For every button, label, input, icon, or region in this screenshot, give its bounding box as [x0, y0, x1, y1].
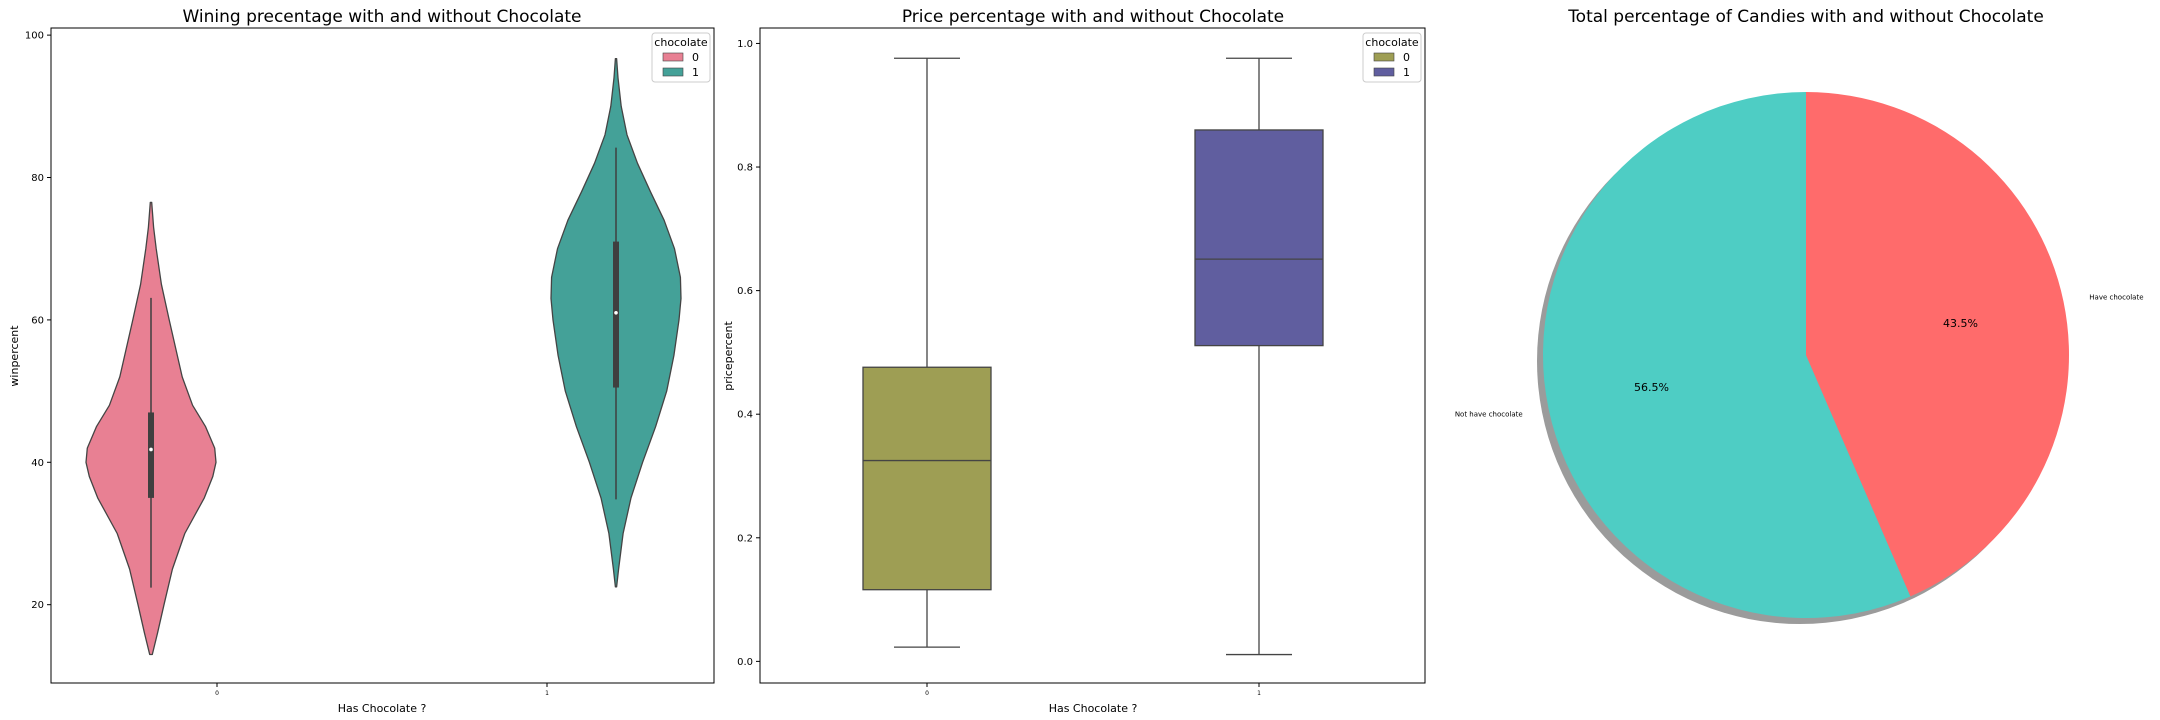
legend-swatch-0 [1373, 52, 1395, 62]
y-axis-label: winpercent [8, 325, 21, 387]
plot-frame [759, 27, 1426, 684]
y-tick-label: 0.8 [737, 163, 753, 174]
y-tick-label: 40 [31, 458, 44, 469]
box-iqr [1194, 129, 1324, 347]
pie-pct-label: 43.5% [1943, 317, 1978, 330]
x-tick-label: 1 [545, 690, 549, 697]
pie-slice-label: Not have chocolate [1455, 411, 1523, 419]
box-chart: Price percentage with and without Chocol… [722, 7, 1426, 715]
chart-title: Wining precentage with and without Choco… [182, 7, 581, 27]
legend-entry-1: 1 [692, 66, 699, 79]
plot-frame [50, 27, 715, 684]
legend-swatch-1 [1373, 67, 1395, 77]
chart-title: Total percentage of Candies with and wit… [1567, 7, 2044, 27]
violin-iqr-box [148, 412, 154, 498]
y-tick-label: 80 [31, 173, 44, 184]
x-tick-label: 1 [1257, 690, 1261, 697]
x-tick-label: 0 [215, 690, 219, 697]
pie-slice [1806, 92, 2070, 597]
y-tick-label: 20 [31, 600, 44, 611]
pie-chart: Total percentage of Candies with and wit… [1455, 7, 2144, 624]
y-tick-label: 0.4 [737, 410, 753, 421]
legend-entry-1: 1 [1403, 66, 1410, 79]
legend-entry-0: 0 [1403, 51, 1410, 64]
y-ticks: 20 40 60 80 100 [25, 31, 51, 611]
legend: chocolate 0 1 [651, 32, 711, 83]
box-marks [862, 57, 1324, 656]
y-ticks: 0.0 0.2 0.4 0.6 0.8 1.0 [737, 39, 760, 668]
legend-entry-0: 0 [692, 51, 699, 64]
x-axis-label: Has Chocolate ? [338, 702, 427, 715]
x-axis-label: Has Chocolate ? [1049, 702, 1138, 715]
y-tick-label: 0.0 [737, 657, 753, 668]
legend-title: chocolate [654, 36, 708, 49]
box-iqr [862, 366, 992, 591]
legend-swatch-1 [662, 67, 684, 77]
pie-slice [1543, 92, 1911, 619]
chart-title: Price percentage with and without Chocol… [902, 7, 1284, 27]
pie-pct-label: 56.5% [1634, 381, 1669, 394]
y-tick-label: 0.6 [737, 286, 753, 297]
x-tick-label: 0 [925, 690, 929, 697]
pie-slice-label: Have chocolate [2089, 293, 2143, 301]
y-tick-label: 0.2 [737, 533, 753, 544]
legend: chocolate 0 1 [1362, 32, 1422, 83]
violin-median [614, 310, 618, 315]
violin-chart: Wining precentage with and without Choco… [8, 7, 715, 715]
y-tick-label: 1.0 [737, 39, 753, 50]
violin-marks [85, 57, 682, 656]
legend-title: chocolate [1365, 36, 1419, 49]
violin-median [149, 447, 153, 452]
y-axis-label: pricepercent [722, 321, 735, 391]
y-tick-label: 100 [25, 31, 44, 42]
legend-swatch-0 [662, 52, 684, 62]
pie-marks: Not have chocolate 56.5% Have chocolate 43.… [1455, 92, 2144, 624]
y-tick-label: 60 [31, 315, 44, 326]
